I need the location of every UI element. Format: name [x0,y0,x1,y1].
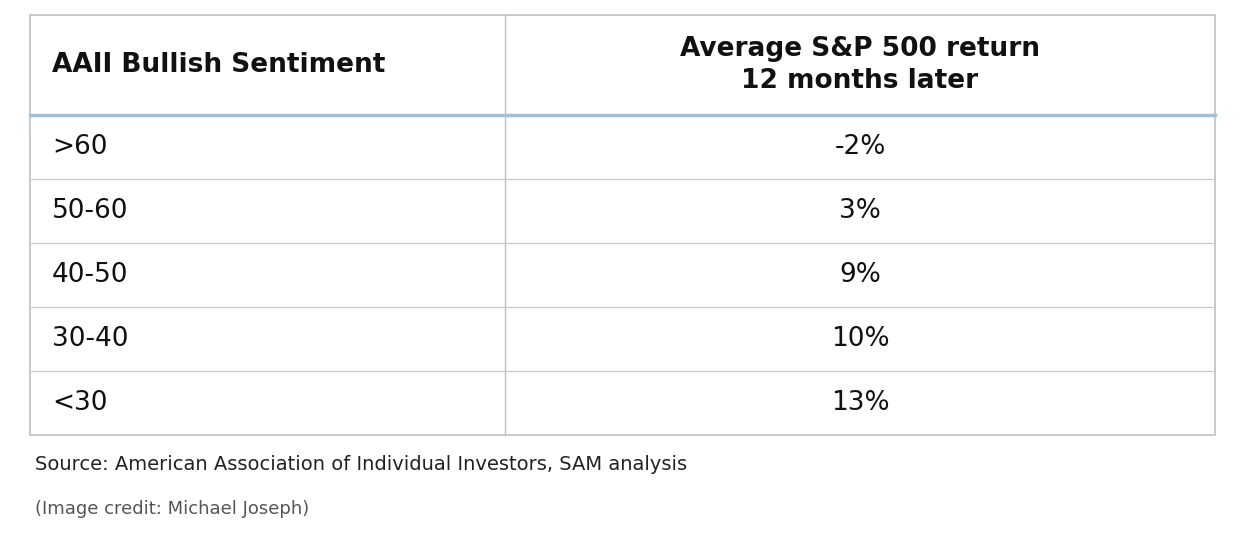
Text: Average S&P 500 return
12 months later: Average S&P 500 return 12 months later [680,36,1040,94]
Text: >60: >60 [52,134,107,160]
Text: <30: <30 [52,390,107,416]
Text: 9%: 9% [839,262,881,288]
Text: 13%: 13% [831,390,890,416]
Text: AAII Bullish Sentiment: AAII Bullish Sentiment [52,52,385,78]
Text: 40-50: 40-50 [52,262,128,288]
Text: (Image credit: Michael Joseph): (Image credit: Michael Joseph) [35,500,309,518]
Bar [30,15,1215,435]
Text: 50-60: 50-60 [52,198,128,224]
Text: 3%: 3% [839,198,881,224]
Text: 30-40: 30-40 [52,326,128,352]
Text: Source: American Association of Individual Investors, SAM analysis: Source: American Association of Individu… [35,455,687,474]
Text: 10%: 10% [831,326,890,352]
Text: -2%: -2% [835,134,886,160]
